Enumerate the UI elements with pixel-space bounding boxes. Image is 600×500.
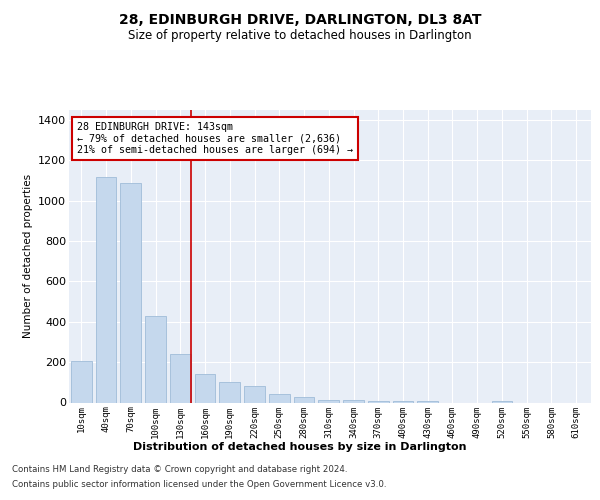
Text: 28, EDINBURGH DRIVE, DARLINGTON, DL3 8AT: 28, EDINBURGH DRIVE, DARLINGTON, DL3 8AT xyxy=(119,12,481,26)
Bar xyxy=(220,382,240,402)
Text: Distribution of detached houses by size in Darlington: Distribution of detached houses by size … xyxy=(133,442,467,452)
Y-axis label: Number of detached properties: Number of detached properties xyxy=(23,174,32,338)
Text: 28 EDINBURGH DRIVE: 143sqm
← 79% of detached houses are smaller (2,636)
21% of s: 28 EDINBURGH DRIVE: 143sqm ← 79% of deta… xyxy=(77,122,353,156)
Bar xyxy=(319,400,339,402)
Bar xyxy=(121,182,141,402)
Bar xyxy=(269,394,290,402)
Bar xyxy=(170,354,191,403)
Text: Contains public sector information licensed under the Open Government Licence v3: Contains public sector information licen… xyxy=(12,480,386,489)
Text: Contains HM Land Registry data © Crown copyright and database right 2024.: Contains HM Land Registry data © Crown c… xyxy=(12,465,347,474)
Bar xyxy=(293,398,314,402)
Bar xyxy=(96,176,116,402)
Bar xyxy=(145,316,166,402)
Bar xyxy=(195,374,215,402)
Bar xyxy=(244,386,265,402)
Bar xyxy=(343,400,364,402)
Text: Size of property relative to detached houses in Darlington: Size of property relative to detached ho… xyxy=(128,29,472,42)
Bar xyxy=(71,361,92,403)
